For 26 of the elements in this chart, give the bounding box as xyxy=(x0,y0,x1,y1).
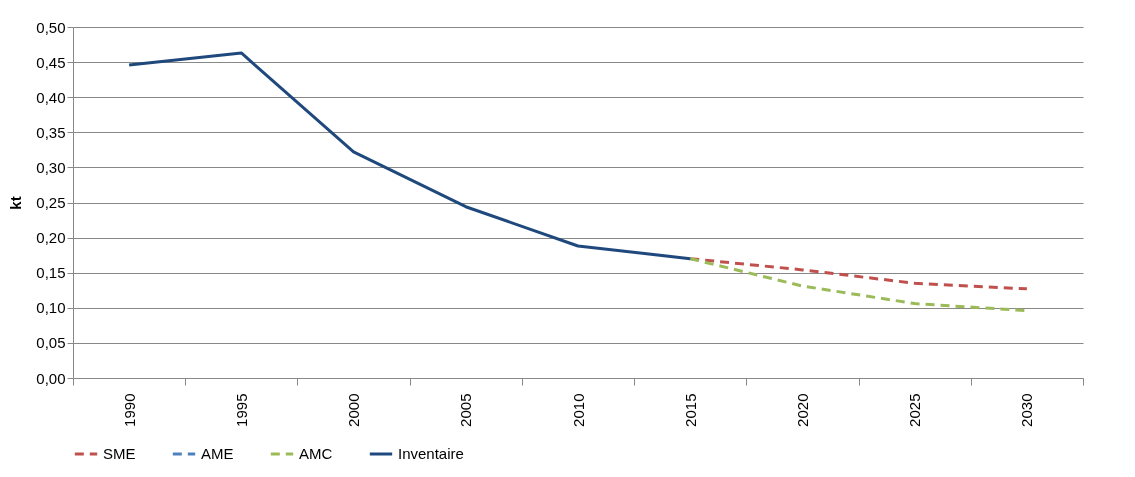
y-tick-label: 0,00 xyxy=(36,369,66,387)
y-tick-label: 0,40 xyxy=(36,88,66,106)
y-tick-label: 0,15 xyxy=(36,264,66,282)
legend-label: SME xyxy=(103,445,136,462)
legend-label: AMC xyxy=(299,445,333,462)
x-tick-label: 2010 xyxy=(569,393,587,427)
y-axis-title: kt xyxy=(7,196,25,210)
y-tick-label: 0,25 xyxy=(36,194,66,211)
y-tick-label: 0,35 xyxy=(36,123,66,141)
x-tick-label: 2000 xyxy=(345,393,363,427)
y-tick-label: 0,20 xyxy=(36,229,66,247)
x-tick-label: 2030 xyxy=(1018,393,1036,427)
y-tick-label: 0,50 xyxy=(36,18,66,36)
y-tick-label: 0,05 xyxy=(36,334,66,352)
line-series xyxy=(127,51,692,261)
y-tick-label: 0,45 xyxy=(36,53,66,71)
legend-label: AME xyxy=(201,445,234,462)
x-tick-label: 1990 xyxy=(120,393,138,427)
legend-label: Inventaire xyxy=(398,445,464,462)
x-tick-label: 2025 xyxy=(906,393,924,427)
x-tick-label: 1995 xyxy=(232,393,250,427)
x-tick-label: 2015 xyxy=(681,393,699,427)
y-tick-label: 0,10 xyxy=(36,299,66,317)
y-tick-label: 0,30 xyxy=(36,158,66,176)
x-tick-label: 2005 xyxy=(457,393,475,427)
x-tick-label: 2020 xyxy=(793,393,811,427)
